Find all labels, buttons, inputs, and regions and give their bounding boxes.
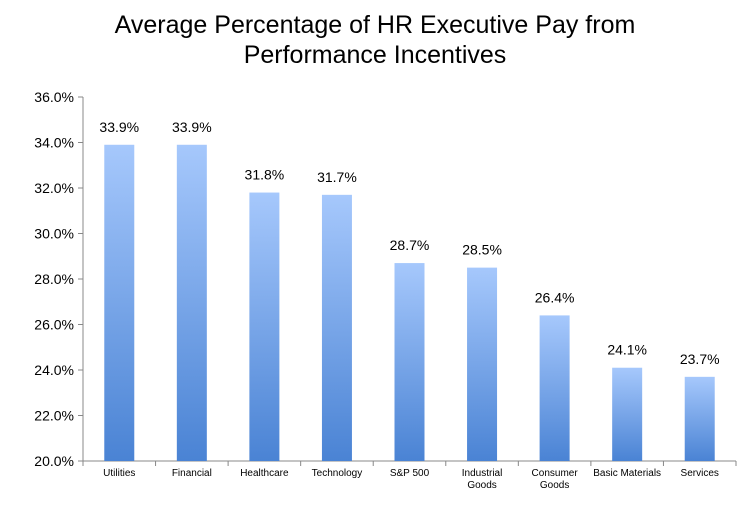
bar [612,367,643,461]
data-label: 31.8% [245,167,285,183]
y-tick-label: 36.0% [34,89,74,105]
data-label: 28.7% [390,237,430,253]
data-label: 31.7% [317,169,357,185]
y-tick-label: 24.0% [34,362,74,378]
category-label: Consumer [532,468,579,479]
y-tick-label: 30.0% [34,226,74,242]
data-label: 26.4% [535,289,575,305]
bar [249,192,280,462]
category-label: Goods [540,480,569,491]
category-label: Basic Materials [593,468,661,479]
category-label: Industrial [462,468,503,479]
category-label: Healthcare [240,468,289,479]
bar [394,263,425,461]
data-label: 23.7% [680,351,720,367]
bar [467,267,498,461]
data-label: 33.9% [172,119,212,135]
category-label: Financial [172,468,212,479]
bar [684,376,715,461]
bar [539,315,570,461]
chart-title-line-2: Performance Incentives [243,41,507,69]
data-label: 33.9% [99,119,139,135]
chart-title: Average Percentage of HR Executive Pay f… [0,10,750,70]
bar [321,194,352,461]
data-label: 24.1% [607,342,647,358]
y-tick-label: 32.0% [34,180,74,196]
category-label: Services [681,468,719,479]
y-tick-label: 20.0% [34,453,74,469]
chart-title-line-1: Average Percentage of HR Executive Pay f… [114,11,636,39]
category-label: Utilities [103,468,135,479]
y-tick-label: 28.0% [34,271,74,287]
category-label: S&P 500 [390,468,430,479]
bar [104,144,135,461]
y-tick-label: 22.0% [34,408,74,424]
plot-area: 20.0% 22.0% 24.0% 26.0% 28.0% 30.0% 32.0% 34.0%… [34,89,737,491]
y-tick-label: 26.0% [34,317,74,333]
data-label: 28.5% [462,242,502,258]
y-tick-label: 34.0% [34,135,74,151]
bar [176,144,207,461]
category-label: Goods [467,480,496,491]
category-label: Technology [312,468,363,479]
